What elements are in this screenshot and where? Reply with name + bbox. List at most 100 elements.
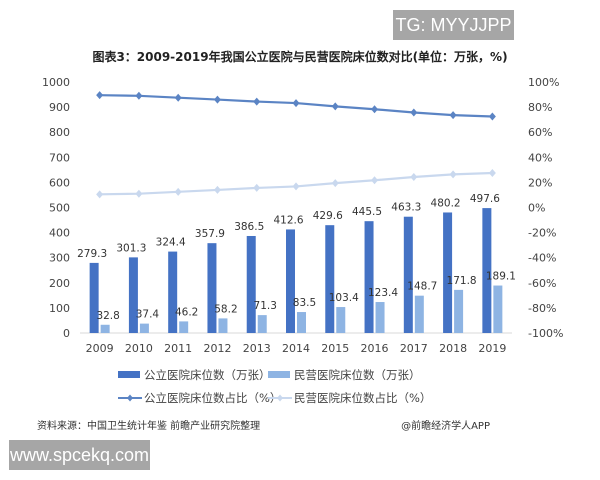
bar: [246, 235, 256, 333]
x-tick-label: 2015: [321, 342, 349, 355]
bar: [207, 243, 217, 333]
watermark-bottom: www.spcekq.com: [9, 440, 150, 470]
data-label: 357.9: [195, 228, 225, 240]
legend-marker: [277, 394, 283, 402]
legend-swatch: [118, 371, 140, 378]
y-tick-label: 600: [49, 176, 70, 189]
bar: [414, 295, 424, 333]
data-label: 103.4: [329, 292, 359, 304]
data-label: 412.6: [273, 214, 303, 226]
line-marker: [488, 112, 496, 121]
data-label: 463.3: [391, 202, 421, 214]
bar: [218, 318, 228, 333]
data-label: 445.5: [352, 206, 382, 218]
y-tick-label: 0: [63, 327, 70, 340]
y-tick-label: 200: [49, 277, 70, 290]
bar: [443, 212, 453, 333]
line-marker: [449, 111, 457, 120]
x-tick-label: 2018: [439, 342, 467, 355]
data-label: 497.6: [470, 193, 500, 205]
credit: @前瞻经济学人APP: [401, 421, 490, 432]
y2-tick-label: 20%: [528, 176, 552, 189]
data-label: 171.8: [447, 275, 477, 287]
y2-tick-label: -20%: [528, 227, 556, 240]
bar: [89, 262, 99, 333]
watermark-top: TG: MYYJJPP: [393, 10, 514, 40]
bar: [100, 324, 110, 333]
data-label: 189.1: [486, 271, 516, 283]
line-marker: [213, 185, 221, 194]
bar: [482, 208, 492, 333]
y2-tick-label: -80%: [528, 302, 556, 315]
bar: [493, 285, 503, 333]
data-label: 429.6: [313, 210, 343, 222]
x-tick-label: 2010: [125, 342, 153, 355]
legend-swatch: [268, 371, 290, 378]
x-tick-label: 2013: [243, 342, 271, 355]
legend-label: 公立医院床位数（万张）: [144, 368, 271, 382]
legend-label: 民营医院床位数占比（%）: [294, 391, 431, 405]
y-tick-label: 400: [49, 227, 70, 240]
data-label: 37.4: [136, 309, 160, 321]
bar: [454, 289, 464, 333]
data-label: 480.2: [431, 197, 461, 209]
y-tick-label: 900: [49, 101, 70, 114]
bar: [403, 216, 413, 333]
x-tick-label: 2019: [478, 342, 506, 355]
y2-tick-label: 100%: [528, 76, 559, 89]
x-tick-label: 2016: [361, 342, 389, 355]
y-tick-label: 700: [49, 151, 70, 164]
x-tick-label: 2014: [282, 342, 310, 355]
line-marker: [488, 168, 496, 177]
line-marker: [135, 91, 143, 100]
line-marker: [253, 97, 261, 106]
line-marker: [449, 170, 457, 179]
x-tick-label: 2009: [86, 342, 114, 355]
line-marker: [292, 99, 300, 108]
data-label: 46.2: [175, 306, 198, 318]
data-label: 32.8: [96, 310, 119, 322]
bar: [257, 315, 267, 333]
data-label: 324.4: [156, 237, 186, 249]
y-tick-label: 500: [49, 202, 70, 215]
line-marker: [331, 102, 339, 111]
data-label: 301.3: [116, 242, 146, 254]
data-label: 148.7: [407, 281, 437, 293]
bar: [325, 225, 335, 333]
legend-label: 民营医院床位数（万张）: [294, 368, 421, 382]
bar: [128, 257, 138, 333]
data-label: 386.5: [234, 221, 264, 233]
y-tick-label: 1000: [42, 76, 70, 89]
y2-tick-label: 60%: [528, 126, 552, 139]
line-marker: [174, 93, 182, 102]
y-tick-label: 800: [49, 126, 70, 139]
line-marker: [410, 108, 418, 117]
data-label: 58.2: [214, 303, 237, 315]
y-tick-label: 300: [49, 252, 70, 265]
bar: [179, 321, 189, 333]
bar: [286, 229, 295, 333]
data-label: 83.5: [293, 297, 316, 309]
line-marker: [174, 187, 182, 196]
legend-marker: [127, 394, 133, 402]
y2-tick-label: 0%: [528, 202, 545, 215]
data-label: 123.4: [368, 287, 398, 299]
bar: [375, 302, 385, 333]
y-tick-label: 100: [49, 302, 70, 315]
line-marker: [135, 189, 143, 198]
bar: [336, 307, 346, 333]
line-marker: [371, 105, 379, 114]
y2-tick-label: -40%: [528, 252, 556, 265]
x-tick-label: 2012: [203, 342, 231, 355]
line-marker: [96, 190, 104, 199]
line-marker: [371, 176, 379, 185]
bar: [139, 323, 149, 333]
data-label: 71.3: [254, 300, 277, 312]
line-marker: [96, 91, 104, 100]
bar: [364, 221, 374, 333]
x-tick-label: 2011: [164, 342, 192, 355]
x-tick-label: 2017: [400, 342, 428, 355]
bar: [297, 312, 306, 333]
line-marker: [410, 173, 418, 182]
